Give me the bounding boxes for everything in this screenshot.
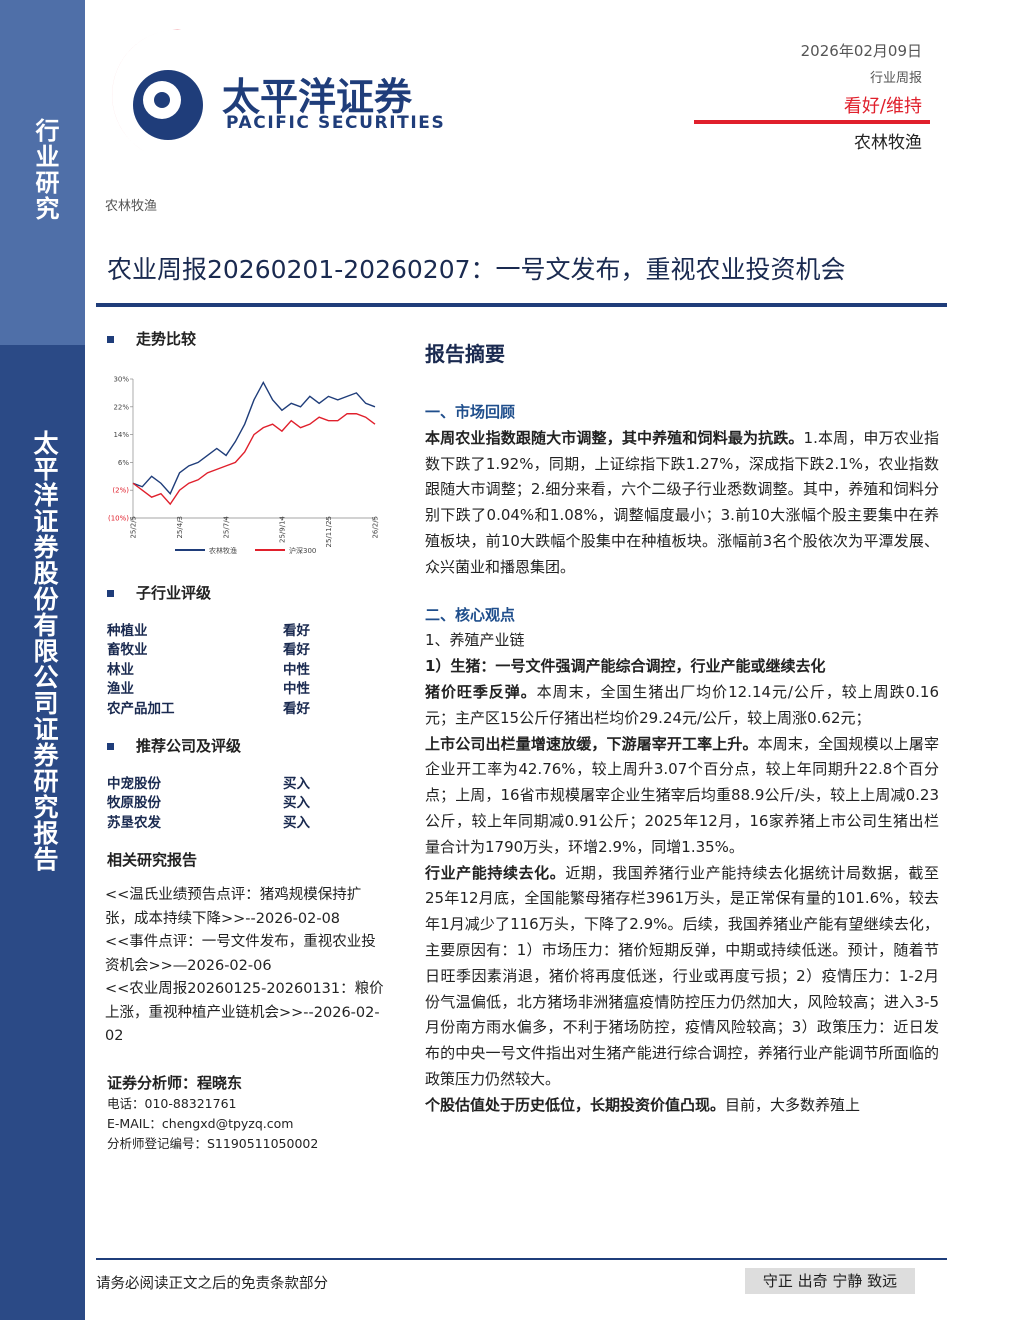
related-item: <<农业周报20260125-20260131：粮价上涨，重视种植产业链机会>>…	[105, 981, 384, 1044]
paragraph: 本周农业指数跟随大市调整，其中养殖和饲料最为抗跌。1.本周，申万农业指数下跌了1…	[425, 426, 939, 581]
section-heading: 走势比较	[107, 328, 196, 349]
series-line	[132, 380, 376, 495]
paragraph: 行业产能持续去化。近期，我国养猪行业产能持续去化据统计局数据，截至25年12月底…	[425, 861, 939, 1093]
x-tick-label: 26/2/5	[372, 516, 380, 539]
footer-rule	[96, 1258, 947, 1260]
paragraph: 猪价旺季反弹。本周末，全国生猪出厂均价12.14元/公斤，较上周跌0.16元；主…	[425, 680, 939, 732]
contact-line: 电话：010-88321761	[107, 1096, 237, 1111]
heading-text: 子行业评级	[136, 584, 212, 602]
x-tick-label: 25/7/4	[223, 515, 231, 538]
industry: 农林牧渔	[854, 133, 922, 153]
lead: 猪价旺季反弹。	[425, 682, 537, 701]
lead: 个股估值处于历史低位，长期投资价值凸现。	[425, 1095, 726, 1114]
row-name: 牧原股份	[107, 795, 161, 812]
logo-name: 太平洋证券	[222, 75, 413, 119]
sidebar-bottom	[0, 345, 85, 1320]
y-tick-label: 14%	[113, 431, 129, 439]
footer-motto: 守正 出奇 宁静 致远	[745, 1268, 915, 1294]
x-tick-label: 25/2/5	[130, 516, 138, 539]
title-rule	[96, 303, 947, 307]
text: 1.本周，申万农业指数下跌了1.92%，同期，上证综指下跌1.27%，深成指下跌…	[425, 428, 939, 576]
rating-rule	[694, 120, 930, 124]
text: 本周末，全国生猪出厂均价12.14元/公斤，较上周跌0.16元；主产区15公斤仔…	[425, 682, 939, 727]
x-tick-label: 25/9/14	[278, 515, 286, 543]
row-rating: 看好	[283, 700, 310, 717]
legend-label: 沪深300	[289, 546, 316, 555]
y-tick-label: 6%	[118, 459, 129, 467]
row-rating: 中性	[283, 661, 310, 678]
report-date: 2026年02月09日	[800, 42, 922, 60]
row-rating: 看好	[283, 623, 310, 639]
summary-heading: 报告摘要	[425, 342, 505, 366]
subheading: 1）生猪：一号文件强调产能综合调控，行业产能或继续去化	[425, 657, 826, 676]
paragraph: 个股估值处于历史低位，长期投资价值凸现。目前，大多数养殖上	[425, 1093, 939, 1119]
section-heading: 推荐公司及评级	[107, 735, 241, 756]
row-name: 渔业	[107, 681, 134, 698]
row-rating: 买入	[283, 814, 310, 831]
logo-en: PACIFIC SECURITIES	[226, 113, 446, 133]
sidebar-label: 行业研究	[31, 118, 59, 222]
subheading: 1、养殖产业链	[425, 631, 525, 650]
section-title: 二、核心观点	[425, 605, 516, 624]
logo	[112, 29, 203, 160]
row-name: 畜牧业	[107, 642, 148, 659]
series-line	[132, 413, 376, 506]
row-rating: 买入	[283, 795, 310, 812]
heading-text: 走势比较	[136, 330, 197, 348]
contact-line: E-MAIL：chengxd@tpyzq.com	[107, 1116, 294, 1131]
paragraph: 上市公司出栏量增速放缓，下游屠宰开工率上升。本周末，全国规模以上屠宰企业开工率为…	[425, 732, 939, 861]
lead: 上市公司出栏量增速放缓，下游屠宰开工率上升。	[425, 734, 758, 753]
section-heading: 子行业评级	[107, 582, 211, 603]
section-heading: 相关研究报告	[107, 851, 198, 869]
row-rating: 中性	[283, 681, 310, 698]
sidebar-top	[0, 0, 85, 345]
text: 近期，我国养猪行业产能持续去化据统计局数据，截至25年12月底，全国能繁母猪存栏…	[425, 863, 939, 1088]
contact-line: 分析师登记编号：S1190511050002	[107, 1136, 319, 1151]
row-name: 中宠股份	[107, 776, 161, 792]
text: 目前，大多数养殖上	[725, 1095, 861, 1114]
heading-text: 推荐公司及评级	[136, 737, 242, 755]
x-tick-label: 25/4/3	[176, 516, 184, 539]
row-name: 农产品加工	[107, 700, 175, 717]
title: 农业周报20260201-20260207：一号文发布，重视农业投资机会	[107, 255, 846, 284]
summary-body: 一、市场回顾本周农业指数跟随大市调整，其中养殖和饲料最为抗跌。1.本周，申万农业…	[425, 392, 939, 1119]
row-rating: 看好	[283, 642, 310, 659]
related-list: <<温氏业绩预告点评：猪鸡规模保持扩张，成本持续下降>>--2026-02-08…	[105, 884, 387, 1049]
row-name: 种植业	[107, 623, 148, 639]
analyst-contact: 电话：010-88321761 E-MAIL：chengxd@tpyzq.com 分…	[107, 1094, 318, 1154]
lead: 本周农业指数跟随大市调整，其中养殖和饲料最为抗跌。	[425, 428, 804, 447]
row-rating: 买入	[283, 776, 310, 792]
y-tick-label: 22%	[113, 403, 129, 411]
section-title: 一、市场回顾	[425, 403, 516, 421]
y-tick-label: 30%	[113, 376, 129, 384]
trend-chart: 30% 22% 14% 6% (2%) (10%) 25/2/5 25/4/3 25/7/4 25…	[108, 376, 380, 556]
report-type: 行业周报	[869, 71, 922, 86]
legend-label: 农林牧渔	[209, 546, 237, 555]
lead: 行业产能持续去化。	[425, 863, 566, 882]
row-name: 林业	[107, 661, 134, 678]
rating: 看好/维持	[843, 96, 922, 117]
analyst-name: 证券分析师：程晓东	[107, 1074, 243, 1092]
row-name: 苏垦农发	[107, 814, 161, 831]
y-tick-label: (10%)	[108, 515, 129, 523]
sidebar-company: 太平洋证券股份有限公司证券研究报告	[30, 430, 59, 872]
text: 本周末，全国规模以上屠宰企业开工率为42.76%，较上周升3.07个百分点，较上…	[425, 734, 939, 856]
tag: 农林牧渔	[105, 199, 158, 214]
footer-note: 请务必阅读正文之后的免责条款部分	[96, 1276, 328, 1292]
x-tick-label: 25/11/25	[325, 516, 333, 547]
y-tick-label: (2%)	[112, 487, 129, 495]
related-item: <<温氏业绩预告点评：猪鸡规模保持扩张，成本持续下降>>--2026-02-08	[105, 887, 362, 927]
related-item: <<事件点评：一号文件发布，重视农业投资机会>>—2026-02-06	[105, 934, 376, 974]
